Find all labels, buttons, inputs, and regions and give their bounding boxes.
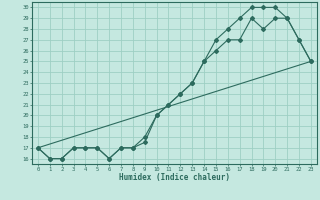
X-axis label: Humidex (Indice chaleur): Humidex (Indice chaleur) [119, 173, 230, 182]
